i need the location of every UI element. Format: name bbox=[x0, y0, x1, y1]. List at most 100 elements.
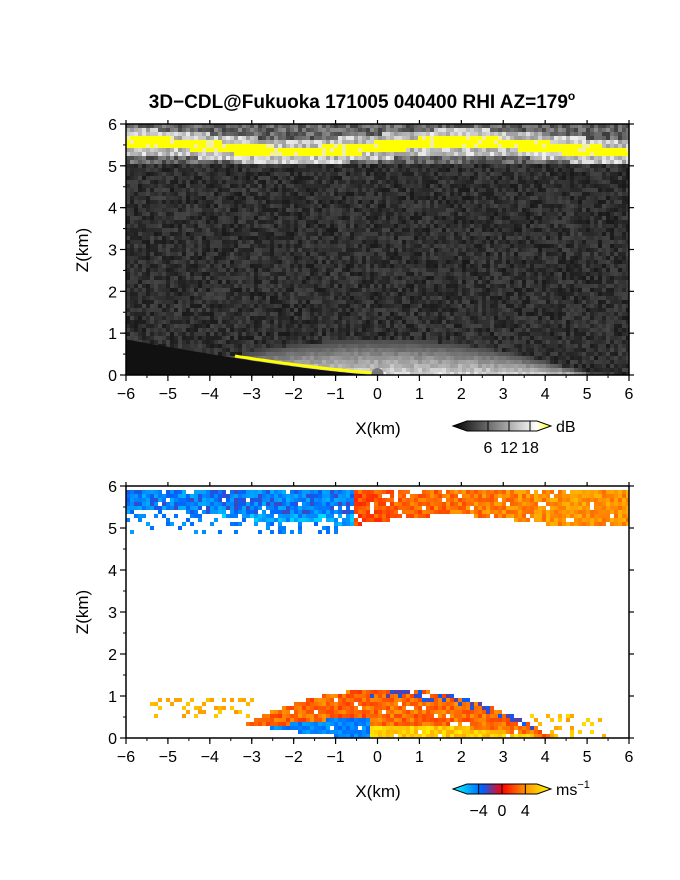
top-heat-cell bbox=[306, 276, 310, 280]
top-heat-cell bbox=[162, 160, 166, 164]
top-heat-cell bbox=[442, 192, 446, 196]
top-heat-cell bbox=[430, 192, 434, 196]
top-heat-cell bbox=[250, 236, 254, 240]
top-heat-cell bbox=[370, 208, 374, 212]
top-heat-cell bbox=[134, 332, 138, 336]
top-heat-cell bbox=[382, 236, 386, 240]
top-heat-cell bbox=[254, 332, 258, 336]
top-heat-cell bbox=[362, 284, 366, 288]
top-heat-cell bbox=[438, 204, 442, 208]
top-heat-cell bbox=[326, 160, 330, 164]
top-heat-cell bbox=[422, 336, 426, 340]
top-heat-cell bbox=[390, 324, 394, 328]
top-heat-cell bbox=[302, 204, 306, 208]
top-heat-cell bbox=[338, 292, 342, 296]
top-heat-cell bbox=[406, 360, 410, 364]
top-heat-cell bbox=[138, 192, 142, 196]
top-heat-cell bbox=[186, 256, 190, 260]
top-heat-cell bbox=[250, 232, 254, 236]
top-heat-cell bbox=[194, 216, 198, 220]
top-heat-cell bbox=[438, 260, 442, 264]
top-heat-cell bbox=[398, 232, 402, 236]
top-heat-cell bbox=[362, 304, 366, 308]
top-heat-cell bbox=[282, 332, 286, 336]
top-heat-cell bbox=[362, 356, 366, 360]
top-heat-cell bbox=[342, 344, 346, 348]
top-heat-cell bbox=[334, 220, 338, 224]
top-heat-cell bbox=[282, 340, 286, 344]
top-heat-cell bbox=[238, 320, 242, 324]
top-heat-cell bbox=[330, 156, 334, 160]
top-heat-cell bbox=[250, 216, 254, 220]
top-heat-cell bbox=[422, 340, 426, 344]
top-heat-cell bbox=[366, 140, 370, 144]
top-heat-cell bbox=[226, 232, 230, 236]
top-heat-cell bbox=[294, 256, 298, 260]
top-heat-cell bbox=[298, 340, 302, 344]
top-heat-cell bbox=[322, 368, 326, 372]
top-heat-cell bbox=[362, 164, 366, 168]
top-heat-cell bbox=[190, 220, 194, 224]
top-heat-cell bbox=[426, 196, 430, 200]
top-heat-cell bbox=[222, 168, 226, 172]
top-heat-cell bbox=[270, 336, 274, 340]
top-heat-cell bbox=[194, 160, 198, 164]
top-heat-cell bbox=[394, 228, 398, 232]
top-heat-cell bbox=[266, 296, 270, 300]
top-heat-cell bbox=[326, 136, 330, 140]
top-heat-cell bbox=[422, 272, 426, 276]
top-heat-cell bbox=[398, 324, 402, 328]
top-heat-cell bbox=[382, 352, 386, 356]
top-heat-cell bbox=[134, 264, 138, 268]
top-heat-cell bbox=[386, 240, 390, 244]
top-heat-cell bbox=[270, 192, 274, 196]
top-heat-cell bbox=[434, 312, 438, 316]
top-heat-cell bbox=[326, 208, 330, 212]
top-heat-cell bbox=[342, 136, 346, 140]
top-heat-cell bbox=[350, 348, 354, 352]
top-heat-cell bbox=[254, 152, 258, 156]
top-heat-cell bbox=[298, 236, 302, 240]
top-heat-cell bbox=[186, 264, 190, 268]
top-heat-cell bbox=[154, 172, 158, 176]
top-heat-cell bbox=[186, 160, 190, 164]
top-heat-cell bbox=[126, 156, 130, 160]
top-heat-cell bbox=[374, 252, 378, 256]
top-heat-cell bbox=[370, 172, 374, 176]
top-heat-cell bbox=[194, 132, 198, 136]
top-heat-cell bbox=[418, 152, 422, 156]
top-heat-cell bbox=[314, 248, 318, 252]
top-heat-cell bbox=[426, 124, 430, 128]
top-heat-cell bbox=[334, 140, 338, 144]
top-heat-cell bbox=[386, 124, 390, 128]
top-heat-cell bbox=[386, 200, 390, 204]
top-heat-cell bbox=[354, 156, 358, 160]
top-heat-cell bbox=[214, 196, 218, 200]
top-heat-cell bbox=[258, 196, 262, 200]
top-heat-cell bbox=[206, 168, 210, 172]
top-heat-cell bbox=[370, 368, 374, 372]
top-heat-cell bbox=[126, 172, 130, 176]
top-heat-cell bbox=[298, 352, 302, 356]
top-heat-cell bbox=[238, 300, 242, 304]
top-heat-cell bbox=[438, 356, 442, 360]
top-heat-cell bbox=[330, 300, 334, 304]
top-heat-cell bbox=[382, 196, 386, 200]
top-heat-cell bbox=[390, 164, 394, 168]
top-heat-cell bbox=[350, 332, 354, 336]
top-heat-cell bbox=[298, 144, 302, 148]
top-heat-cell bbox=[422, 348, 426, 352]
top-heat-cell bbox=[274, 216, 278, 220]
top-heat-cell bbox=[294, 216, 298, 220]
top-heat-cell bbox=[430, 124, 434, 128]
top-heat-cell bbox=[386, 192, 390, 196]
top-heat-cell bbox=[154, 340, 158, 344]
top-heat-cell bbox=[290, 168, 294, 172]
top-heat-cell bbox=[318, 264, 322, 268]
top-heat-cell bbox=[410, 180, 414, 184]
top-heat-cell bbox=[278, 228, 282, 232]
top-heat-cell bbox=[222, 212, 226, 216]
top-heat-cell bbox=[242, 240, 246, 244]
top-heat-cell bbox=[262, 276, 266, 280]
top-heat-cell bbox=[298, 316, 302, 320]
